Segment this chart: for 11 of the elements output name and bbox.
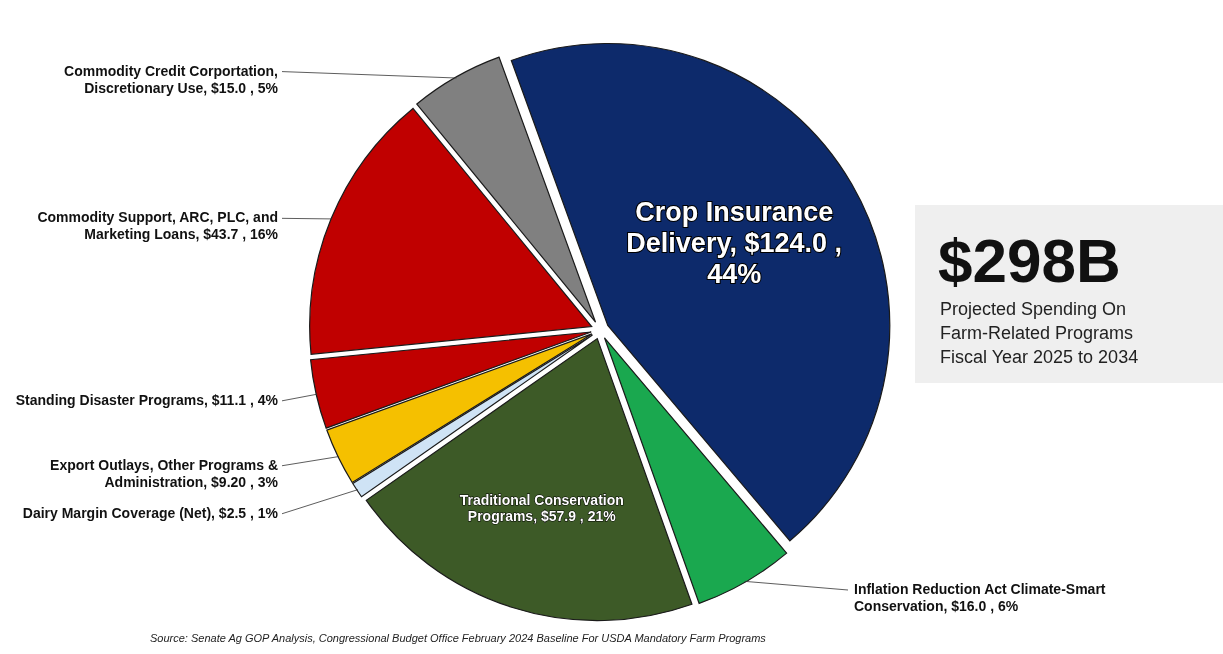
text: Projected Spending On Farm-Related Programs Fiscal Year 2025 to 2034: [940, 299, 1139, 367]
text: $298B: [938, 226, 1121, 295]
slice-label: Dairy Margin Coverage (Net), $2.5 , 1%: [22, 504, 279, 521]
slice-label: Commodity Credit Corportation, Discretionary Use, $15.0 , 5%: [64, 62, 279, 96]
source-note: Source: Senate Ag GOP Analysis, Congressional Budget Office February 2024 Baseline For USDA Mandatory Farm Programs: [150, 632, 767, 644]
slice-label: Inflation Reduction Act Climate-Smart Conservation, $16.0 , 6%: [854, 581, 1106, 614]
slice-label: Traditional Conservation Programs, $57.9 , 21%: [459, 491, 624, 524]
slice-label: Crop Insurance Delivery, $124.0 , 44%: [626, 197, 842, 290]
slice-label: Standing Disaster Programs, $11.1 , 4%: [15, 391, 279, 408]
slice-label: Export Outlays, Other Programs & Administration, $9.20 , 3%: [50, 456, 279, 490]
slice-label: Commodity Support, ARC, PLC, and Marketing Loans, $43.7 , 16%: [37, 209, 279, 243]
